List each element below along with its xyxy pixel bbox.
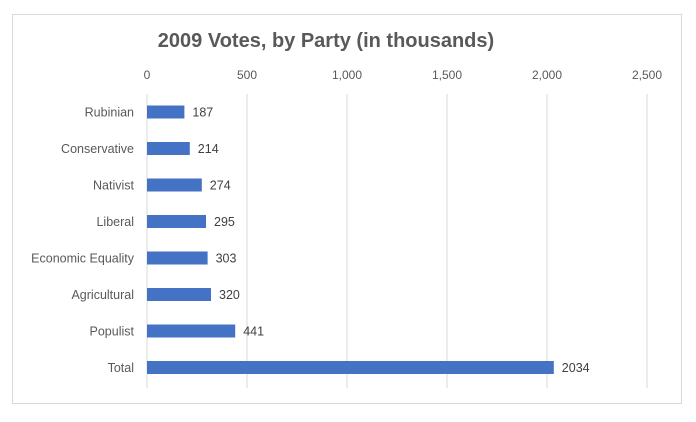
data-label: 295 — [214, 215, 235, 229]
category-label: Populist — [90, 325, 135, 339]
bar — [147, 215, 206, 228]
chart-title: 2009 Votes, by Party (in thousands) — [157, 30, 495, 52]
data-label: 2034 — [562, 361, 590, 375]
data-label: 274 — [210, 179, 231, 193]
bar — [147, 288, 211, 301]
x-tick-label: 500 — [237, 68, 257, 82]
category-label: Nativist — [93, 179, 135, 193]
x-tick-label: 1,000 — [332, 68, 362, 82]
category-label: Conservative — [61, 142, 134, 156]
data-label: 214 — [198, 142, 219, 156]
bar — [147, 142, 190, 155]
bar — [147, 178, 202, 192]
x-tick-label: 0 — [144, 68, 151, 82]
x-tick-label: 1,500 — [432, 68, 462, 82]
x-tick-label: 2,000 — [532, 68, 562, 82]
bar — [147, 324, 236, 338]
bar — [147, 105, 185, 119]
data-label: 441 — [243, 325, 264, 339]
category-label: Agricultural — [71, 288, 134, 302]
category-label: Liberal — [96, 215, 134, 229]
bar — [147, 361, 554, 374]
x-tick-label: 2,500 — [632, 68, 662, 82]
data-label: 320 — [219, 288, 240, 302]
data-label: 187 — [192, 106, 213, 120]
category-label: Rubinian — [85, 106, 134, 120]
bar — [147, 251, 208, 265]
data-label: 303 — [216, 252, 237, 266]
category-label: Total — [108, 361, 134, 375]
category-label: Economic Equality — [31, 252, 135, 266]
